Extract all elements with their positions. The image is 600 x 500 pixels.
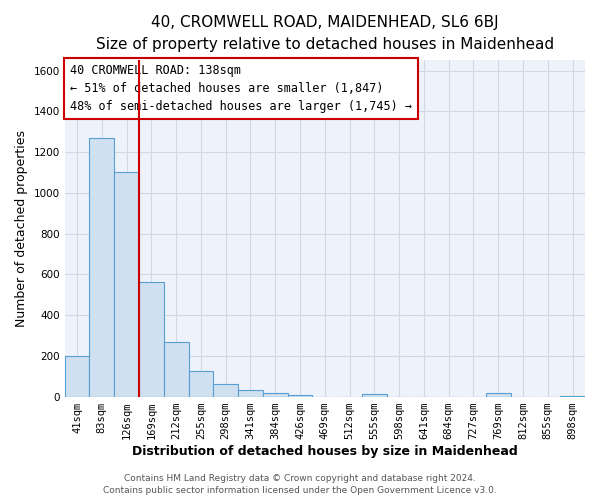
Bar bbox=[238, 390, 263, 396]
Bar bbox=[89, 138, 114, 396]
X-axis label: Distribution of detached houses by size in Maidenhead: Distribution of detached houses by size … bbox=[132, 444, 518, 458]
Bar bbox=[214, 384, 238, 396]
Bar bbox=[164, 342, 188, 396]
Title: 40, CROMWELL ROAD, MAIDENHEAD, SL6 6BJ
Size of property relative to detached hou: 40, CROMWELL ROAD, MAIDENHEAD, SL6 6BJ S… bbox=[96, 15, 554, 52]
Bar bbox=[114, 172, 139, 396]
Bar bbox=[65, 356, 89, 397]
Bar bbox=[486, 392, 511, 396]
Bar bbox=[287, 394, 313, 396]
Bar bbox=[362, 394, 387, 396]
Text: 40 CROMWELL ROAD: 138sqm
← 51% of detached houses are smaller (1,847)
48% of sem: 40 CROMWELL ROAD: 138sqm ← 51% of detach… bbox=[70, 64, 412, 112]
Bar bbox=[188, 371, 214, 396]
Text: Contains HM Land Registry data © Crown copyright and database right 2024.
Contai: Contains HM Land Registry data © Crown c… bbox=[103, 474, 497, 495]
Bar bbox=[263, 392, 287, 396]
Bar bbox=[139, 282, 164, 397]
Y-axis label: Number of detached properties: Number of detached properties bbox=[15, 130, 28, 327]
